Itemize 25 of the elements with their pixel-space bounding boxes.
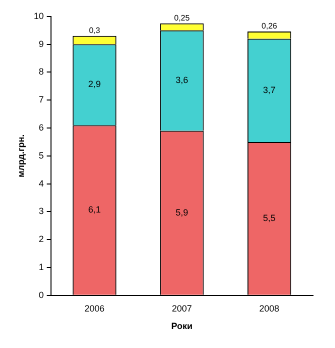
y-tick-label: 10	[34, 10, 44, 21]
y-axis-title: млрд.грн.	[16, 134, 26, 178]
data-label: 3,7	[263, 84, 276, 95]
y-tick-label: 3	[38, 206, 44, 216]
y-tick-label: 7	[38, 94, 44, 105]
data-label: 6,1	[88, 204, 101, 215]
x-tick-label: 2006	[84, 303, 105, 314]
y-tick-label: 1	[38, 262, 44, 272]
y-tick-label: 9	[38, 38, 44, 49]
y-tick-label: 6	[38, 122, 44, 132]
data-label: 3,6	[176, 75, 188, 86]
y-tick-label: 2	[38, 234, 44, 244]
x-tick-label: 2008	[259, 303, 280, 314]
data-label: 5,9	[176, 207, 188, 218]
y-tick-label: 8	[38, 66, 44, 77]
data-label: 0,3	[88, 26, 101, 36]
data-label: 2,9	[88, 79, 101, 90]
y-tick-label: 5	[38, 150, 44, 160]
x-tick-label: 2007	[172, 303, 192, 314]
x-axis-title: Роки	[171, 321, 193, 332]
y-tick-label: 0	[38, 290, 44, 300]
data-label: 0,26	[262, 22, 278, 31]
data-label: 5,5	[263, 212, 276, 223]
data-label: 0,25	[174, 14, 190, 23]
y-tick-label: 4	[38, 178, 44, 188]
